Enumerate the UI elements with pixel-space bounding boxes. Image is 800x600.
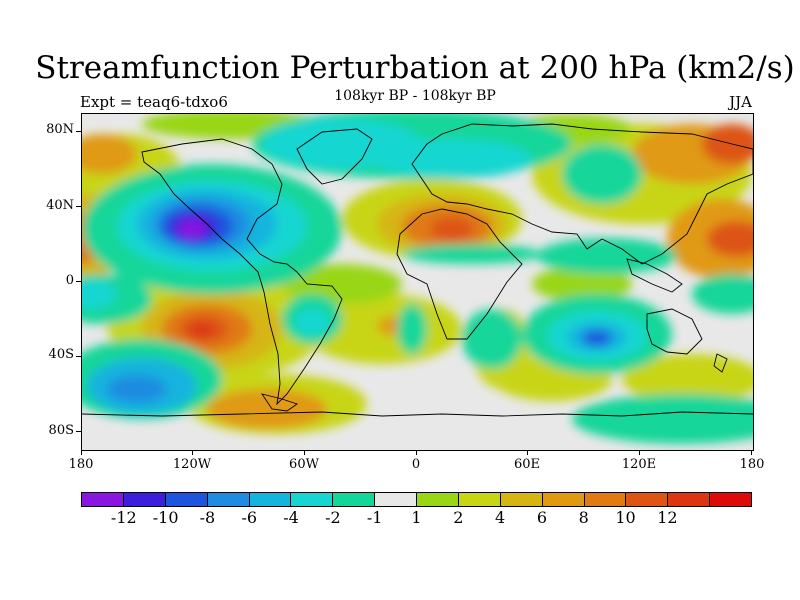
colorbar-label: 10 — [615, 508, 636, 527]
lat-label-40s: 40S — [48, 347, 74, 362]
colorbar-swatch — [710, 493, 751, 506]
experiment-label: Expt = teaq6-tdxo6 — [80, 93, 228, 111]
colorbar-swatch — [458, 493, 501, 506]
lon-tick — [304, 450, 305, 455]
chart-subtitle: 108kyr BP - 108kyr BP — [334, 88, 496, 104]
colorbar-label: -1 — [366, 508, 383, 527]
streamfunction-map — [82, 114, 753, 450]
colorbar-label: -12 — [110, 508, 137, 527]
colorbar-label: 4 — [495, 508, 506, 527]
lat-tick — [76, 131, 81, 132]
lon-label-180w: 180 — [68, 457, 94, 472]
colorbar-label: -4 — [283, 508, 299, 527]
lon-tick — [81, 450, 82, 455]
lat-tick — [76, 281, 81, 282]
season-label: JJA — [729, 93, 752, 111]
colorbar-swatch — [123, 493, 166, 506]
lon-tick — [416, 450, 417, 455]
colorbar-swatch — [626, 493, 669, 506]
colorbar-label: 2 — [453, 508, 464, 527]
lon-tick — [639, 450, 640, 455]
lat-tick — [76, 356, 81, 357]
colorbar-label: -6 — [241, 508, 258, 527]
lon-label-120e: 120E — [621, 457, 657, 472]
lon-tick — [192, 450, 193, 455]
lon-label-120w: 120W — [172, 457, 212, 472]
lat-label-eq: 0 — [65, 273, 74, 288]
colorbar-swatch — [668, 493, 711, 506]
colorbar-label: -8 — [199, 508, 216, 527]
colorbar-label: -2 — [325, 508, 341, 527]
colorbar-label: 1 — [411, 508, 422, 527]
colorbar-swatch — [542, 493, 585, 506]
colorbar-swatch — [249, 493, 292, 506]
colorbar — [81, 492, 752, 507]
colorbar-label: 12 — [657, 508, 678, 527]
lat-label-40n: 40N — [46, 198, 74, 213]
contour-fields — [82, 114, 753, 444]
lat-tick — [76, 206, 81, 207]
colorbar-swatch — [82, 493, 124, 506]
colorbar-swatch — [375, 493, 417, 506]
lon-label-180e: 180 — [739, 457, 765, 472]
lon-label-60e: 60E — [513, 457, 541, 472]
map-panel — [81, 113, 754, 451]
colorbar-swatch — [165, 493, 208, 506]
colorbar-swatch — [584, 493, 627, 506]
colorbar-label: -10 — [152, 508, 179, 527]
lon-tick — [751, 450, 752, 455]
lat-label-80n: 80N — [46, 122, 74, 137]
colorbar-label: 6 — [536, 508, 548, 527]
lat-label-80s: 80S — [48, 423, 74, 438]
coastlines — [82, 123, 753, 417]
chart-title: Streamfunction Perturbation at 200 hPa (… — [35, 50, 795, 86]
colorbar-swatch — [333, 493, 376, 506]
colorbar-swatch — [291, 493, 334, 506]
lon-label-0: 0 — [411, 457, 421, 472]
colorbar-swatch — [207, 493, 250, 506]
lat-tick — [76, 431, 81, 432]
lon-tick — [527, 450, 528, 455]
colorbar-swatch — [417, 493, 459, 506]
lon-label-60w: 60W — [289, 457, 319, 472]
colorbar-label: 8 — [578, 508, 589, 527]
colorbar-swatch — [500, 493, 543, 506]
